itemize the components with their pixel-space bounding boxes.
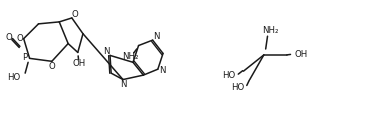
Text: OH: OH [294,50,308,59]
Text: O: O [6,33,13,42]
Text: O: O [49,62,55,71]
Text: P: P [22,53,27,62]
Text: HO: HO [231,83,244,92]
Text: N: N [153,32,160,41]
Text: NH₂: NH₂ [262,26,279,35]
Text: NH₂: NH₂ [122,52,139,61]
Text: O: O [17,34,24,43]
Text: N: N [159,66,166,75]
Text: N: N [120,80,126,89]
Text: O: O [72,10,78,18]
Text: N: N [103,47,110,56]
Text: HO: HO [7,73,20,82]
Text: OH: OH [73,59,86,68]
Text: HO: HO [222,71,235,80]
